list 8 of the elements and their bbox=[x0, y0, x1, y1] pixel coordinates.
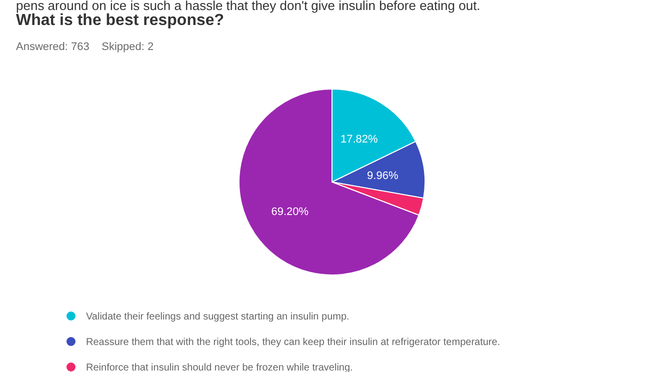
chart-title: What is the best response? bbox=[16, 12, 224, 29]
legend-label: Reassure them that with the right tools, they can keep their insulin at refrigerator temperature. bbox=[86, 337, 500, 348]
legend-label: Validate their feelings and suggest starting an insulin pump. bbox=[86, 312, 350, 322]
data-label: 17.82% bbox=[340, 134, 378, 146]
text: pens around on ice is such a hassle that they don't give insulin before eating out. bbox=[16, 0, 480, 13]
chart-subtitle: Answered: 763 Skipped: 2 bbox=[16, 41, 154, 53]
data-label: 9.96% bbox=[367, 170, 398, 182]
data-label: 69.20% bbox=[271, 206, 309, 218]
